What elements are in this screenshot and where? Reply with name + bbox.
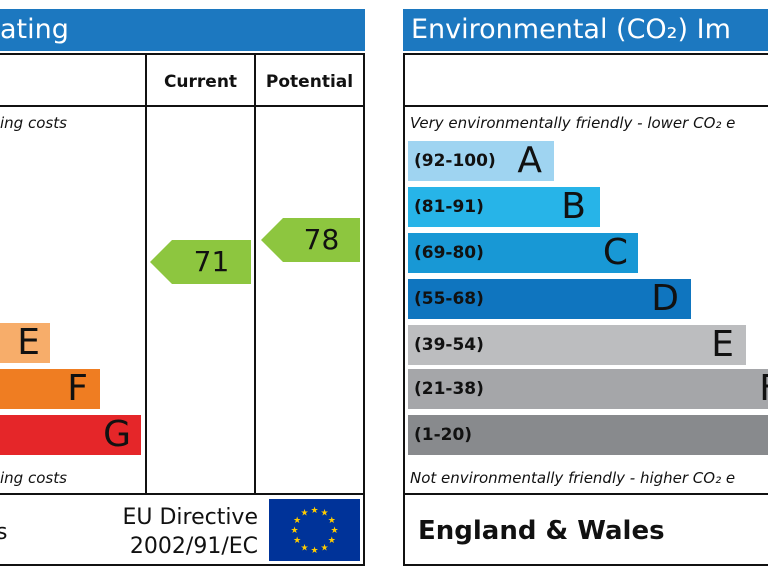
energy-band-letter: F (67, 368, 88, 409)
current-rating-arrow (150, 240, 251, 284)
env-band-range: (39-54) (414, 335, 484, 355)
env-band-g: (1-20) (408, 415, 768, 455)
env-band-letter: F (759, 369, 768, 409)
svg-text:★: ★ (328, 516, 336, 526)
eu-flag-icon: ★ ★ ★ ★ ★ ★ ★ ★ ★ ★ ★ ★ (269, 499, 360, 561)
env-band-b: (81-91) B (408, 187, 600, 227)
potential-column-divider (254, 53, 256, 495)
env-region-label: England & Wales (418, 516, 665, 546)
env-band-a: (92-100) A (408, 141, 554, 181)
env-top-note: Very environmentally friendly - lower CO… (410, 114, 736, 132)
current-rating-value: 71 (193, 245, 230, 278)
energy-rating-panel (0, 53, 365, 566)
env-band-range: (92-100) (414, 151, 496, 171)
environmental-title-bar: Environmental (CO₂) Im (403, 9, 768, 51)
env-band-letter: C (602, 232, 628, 273)
svg-text:★: ★ (310, 506, 318, 516)
potential-rating-arrow (261, 218, 360, 262)
svg-text:★: ★ (320, 543, 328, 553)
env-band-range: (1-20) (414, 425, 473, 445)
env-band-letter: A (517, 140, 542, 181)
potential-column-header: Potential (265, 72, 354, 92)
env-header-separator (405, 105, 768, 107)
environmental-title: Environmental (CO₂) Im (411, 14, 731, 45)
energy-band-letter: E (17, 322, 40, 363)
energy-footer-fragment: s (0, 520, 8, 545)
header-separator (0, 105, 363, 107)
env-band-c: (69-80) C (408, 233, 638, 273)
env-band-d: (55-68) D (408, 279, 691, 319)
eu-directive-line2: 2002/91/EC (129, 534, 258, 559)
env-band-range: (81-91) (414, 197, 484, 217)
svg-text:★: ★ (300, 543, 308, 553)
env-band-range: (69-80) (414, 243, 484, 263)
energy-bottom-note: ing costs (0, 469, 67, 487)
energy-top-note: ing costs (0, 114, 67, 132)
energy-rating-title-bar: ating (0, 9, 365, 51)
energy-band-g: G (0, 415, 141, 455)
env-band-f: (21-38) F (408, 369, 768, 409)
energy-band-e: E (0, 323, 50, 363)
env-band-e: (39-54) E (408, 325, 746, 365)
env-band-range: (55-68) (414, 289, 484, 309)
env-footer-separator (405, 493, 768, 495)
env-band-letter: E (711, 324, 734, 365)
energy-band-f: F (0, 369, 100, 409)
env-band-letter: B (561, 186, 586, 227)
svg-text:★: ★ (293, 536, 301, 546)
svg-text:★: ★ (328, 536, 336, 546)
svg-text:★: ★ (320, 509, 328, 519)
svg-text:★: ★ (290, 526, 298, 536)
svg-text:★: ★ (330, 526, 338, 536)
env-bottom-note: Not environmentally friendly - higher CO… (410, 469, 736, 487)
energy-band-letter: G (103, 414, 131, 455)
environmental-panel (403, 53, 768, 566)
env-band-range: (21-38) (414, 379, 484, 399)
eu-directive-line1: EU Directive (122, 505, 258, 530)
svg-text:★: ★ (300, 509, 308, 519)
energy-rating-title: ating (0, 14, 69, 45)
svg-text:★: ★ (310, 546, 318, 556)
footer-separator (0, 493, 363, 495)
current-column-divider (145, 53, 147, 495)
current-column-header: Current (163, 72, 238, 92)
svg-text:★: ★ (293, 516, 301, 526)
potential-rating-value: 78 (303, 223, 340, 256)
env-band-letter: D (651, 278, 679, 319)
